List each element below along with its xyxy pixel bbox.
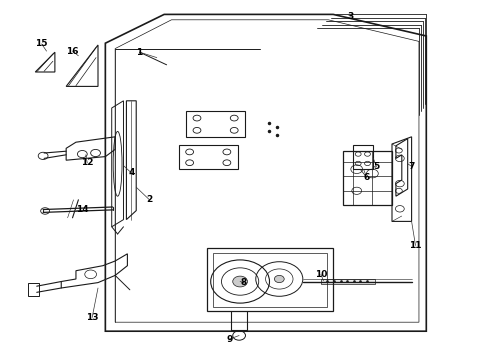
Text: 3: 3 — [347, 12, 353, 21]
Bar — [28, 283, 39, 296]
Circle shape — [233, 276, 247, 287]
Text: 16: 16 — [66, 46, 79, 55]
Text: 4: 4 — [128, 168, 135, 177]
Text: 7: 7 — [408, 162, 415, 171]
Text: 5: 5 — [373, 162, 379, 171]
Bar — [186, 111, 245, 137]
Text: 2: 2 — [147, 195, 152, 204]
Text: 8: 8 — [241, 278, 247, 287]
Text: 13: 13 — [86, 313, 98, 322]
Text: 14: 14 — [76, 205, 89, 214]
Bar — [179, 145, 238, 169]
Text: 15: 15 — [35, 40, 48, 49]
Bar — [353, 145, 373, 169]
Circle shape — [274, 275, 284, 283]
Bar — [321, 279, 375, 284]
Text: 12: 12 — [81, 158, 94, 167]
Text: 10: 10 — [315, 270, 327, 279]
Text: 9: 9 — [226, 335, 233, 343]
Text: 11: 11 — [409, 241, 422, 250]
Text: 6: 6 — [364, 173, 369, 181]
Text: 1: 1 — [137, 48, 143, 57]
